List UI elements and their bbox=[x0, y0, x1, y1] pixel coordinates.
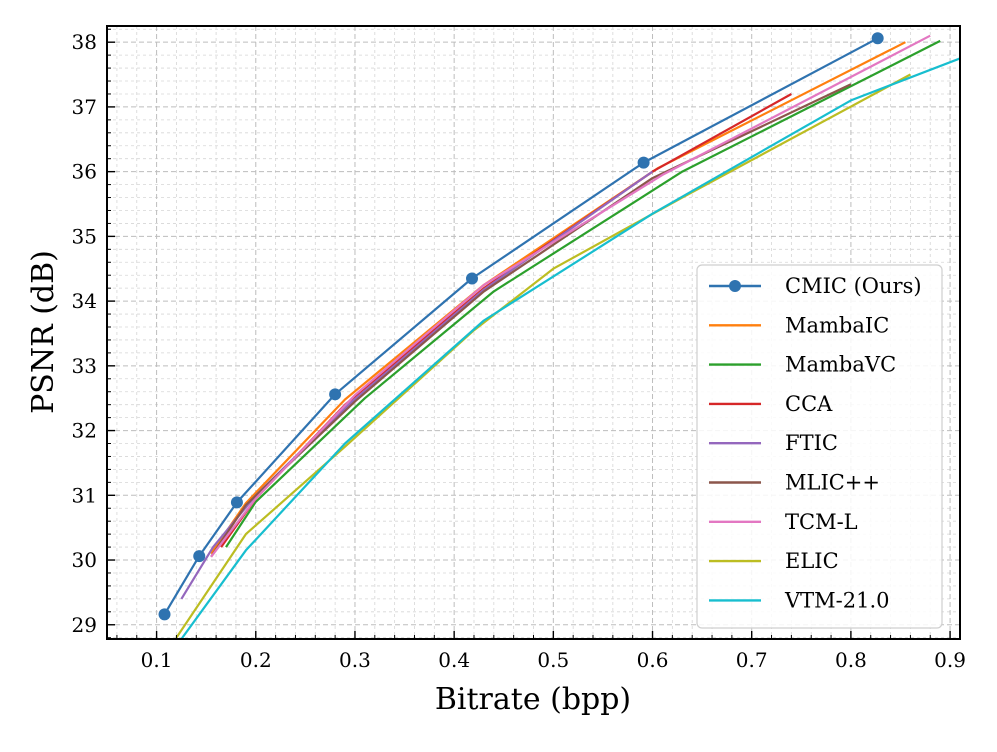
x-tick-label: 0.2 bbox=[240, 648, 272, 672]
x-tick-label: 0.5 bbox=[537, 648, 569, 672]
series-line-mambavc bbox=[225, 39, 941, 548]
x-axis-label: Bitrate (bpp) bbox=[435, 682, 631, 717]
y-axis-label: PSNR (dB) bbox=[26, 250, 61, 414]
legend-item-mlic: MLIC++ bbox=[709, 471, 880, 495]
legend-item-mambaic: MambaIC bbox=[709, 313, 889, 337]
y-tick-label: 34 bbox=[72, 289, 97, 313]
series-line-tcm-l bbox=[210, 34, 931, 558]
legend-label: FTIC bbox=[785, 431, 838, 455]
x-tick-label: 0.8 bbox=[835, 648, 867, 672]
x-tick-label: 0.4 bbox=[438, 648, 470, 672]
y-tick-label: 31 bbox=[72, 483, 97, 507]
legend-box bbox=[696, 264, 943, 629]
y-tick-label: 37 bbox=[72, 95, 97, 119]
series-line-vtm-21-0 bbox=[180, 57, 960, 639]
legend-label: MambaVC bbox=[785, 353, 896, 377]
legend-item-tcm-l: TCM-L bbox=[709, 510, 858, 534]
legend: CMIC (Ours) MambaIC MambaVC CCA FTIC MLIC++ TC… bbox=[696, 264, 943, 629]
legend-item-ftic: FTIC bbox=[709, 431, 838, 455]
data-point-cmic-ours bbox=[329, 388, 342, 401]
legend-item-vtm-21-0: VTM-21.0 bbox=[709, 588, 890, 612]
legend-item-mambavc: MambaVC bbox=[709, 353, 896, 377]
series-layer bbox=[158, 32, 960, 639]
data-point-cmic-ours bbox=[637, 156, 650, 169]
data-point-cmic-ours bbox=[230, 496, 243, 509]
legend-marker bbox=[729, 280, 741, 292]
legend-label: TCM-L bbox=[785, 510, 858, 534]
x-tick-label: 0.6 bbox=[637, 648, 669, 672]
legend-item-cmic-ours: CMIC (Ours) bbox=[709, 274, 922, 298]
x-tick-label: 0.9 bbox=[934, 648, 966, 672]
legend-item-elic: ELIC bbox=[709, 549, 839, 573]
legend-label: MambaIC bbox=[785, 313, 889, 337]
axis-tick-labels: 0.1 0.2 0.3 0.4 0.5 0.6 0.7 0.8 0.9 29 30 31 32 33 34 3… bbox=[72, 30, 966, 672]
data-point-cmic-ours bbox=[158, 608, 171, 621]
y-tick-label: 32 bbox=[72, 419, 97, 443]
legend-label: CCA bbox=[785, 392, 833, 416]
y-tick-label: 30 bbox=[72, 548, 97, 572]
axis-ticks bbox=[107, 28, 951, 639]
legend-item-cca: CCA bbox=[709, 392, 833, 416]
legend-label: VTM-21.0 bbox=[784, 588, 890, 612]
legend-label: MLIC++ bbox=[785, 471, 880, 495]
y-tick-label: 35 bbox=[72, 224, 97, 248]
data-point-cmic-ours bbox=[466, 272, 479, 285]
y-tick-label: 33 bbox=[72, 354, 97, 378]
series-line-mambaic bbox=[210, 41, 906, 555]
data-point-cmic-ours bbox=[871, 32, 884, 45]
y-tick-label: 38 bbox=[72, 30, 97, 54]
x-tick-label: 0.7 bbox=[736, 648, 768, 672]
x-tick-label: 0.1 bbox=[141, 648, 173, 672]
legend-label: ELIC bbox=[785, 549, 839, 573]
y-tick-label: 36 bbox=[72, 160, 97, 184]
data-point-cmic-ours bbox=[193, 550, 206, 563]
x-tick-label: 0.3 bbox=[339, 648, 371, 672]
legend-label: CMIC (Ours) bbox=[785, 274, 922, 298]
y-tick-label: 29 bbox=[72, 613, 97, 637]
